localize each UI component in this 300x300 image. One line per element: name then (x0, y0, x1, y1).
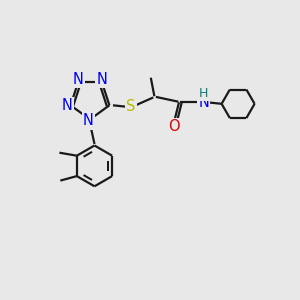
Text: S: S (126, 99, 136, 114)
Text: N: N (198, 95, 209, 110)
Text: N: N (83, 113, 94, 128)
Text: N: N (73, 72, 83, 87)
Text: N: N (97, 72, 107, 87)
Text: N: N (61, 98, 72, 113)
Text: O: O (168, 119, 179, 134)
Text: H: H (199, 87, 208, 101)
